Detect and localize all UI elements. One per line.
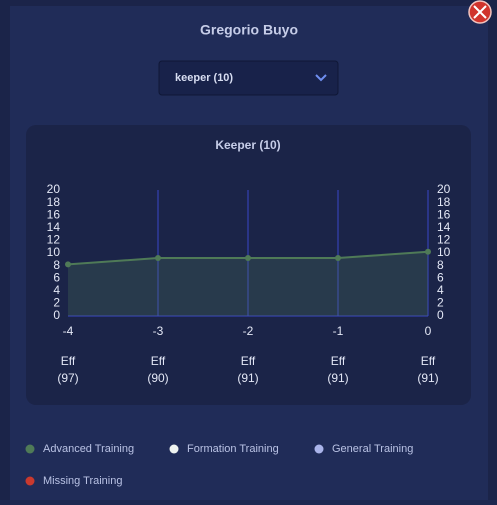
plot: -4 -3 -2 -1 00246810121416182002468101214161…	[47, 182, 451, 385]
y-tick-label: 0	[53, 308, 60, 322]
x-tick-label: -2	[243, 324, 254, 338]
eff-value: (97)	[57, 371, 78, 385]
x-tick-label: -1	[333, 324, 344, 338]
eff-label: Eff	[61, 354, 76, 368]
eff-value: (91)	[417, 371, 438, 385]
y-tick-label: 8	[53, 258, 60, 272]
y2-tick-label: 16	[437, 207, 451, 221]
legend-label: General Training	[332, 443, 413, 455]
y2-tick-label: 4	[437, 283, 444, 297]
legend: Advanced Training Formation Training Gener…	[25, 443, 413, 487]
point	[65, 261, 71, 268]
player-name: Gregorio Buyo	[200, 22, 298, 38]
y-tick-label: 14	[47, 220, 61, 234]
legend-label: Missing Training	[43, 475, 122, 487]
dropdown-box[interactable]	[158, 60, 339, 96]
eff-label: Eff	[241, 354, 256, 368]
legend-swatch	[25, 476, 35, 486]
legend-label: Advanced Training	[43, 443, 134, 455]
y-tick-label: 16	[47, 207, 61, 221]
y2-tick-label: 6	[437, 270, 444, 284]
y2-tick-label: 14	[437, 220, 451, 234]
x-tick-label: -4	[63, 324, 74, 338]
y-tick-label: 6	[53, 270, 60, 284]
point	[245, 255, 251, 262]
y-tick-label: 20	[47, 182, 61, 196]
close-button[interactable]	[468, 0, 492, 24]
y2-tick-label: 0	[437, 308, 444, 322]
y-tick-label: 2	[53, 296, 60, 310]
eff-value: (91)	[327, 371, 348, 385]
point	[425, 248, 431, 255]
legend-swatch	[169, 444, 179, 454]
y2-tick-label: 12	[437, 233, 451, 247]
legend-swatch	[314, 444, 324, 454]
y2-tick-label: 2	[437, 296, 444, 310]
close-icon[interactable]	[473, 5, 487, 19]
eff-value: (90)	[147, 371, 168, 385]
y2-tick-label: 8	[437, 258, 444, 272]
y2-tick-label: 10	[437, 245, 451, 259]
dropdown-chevron[interactable]	[315, 74, 327, 82]
eff-label: Eff	[421, 354, 436, 368]
y2-tick-label: 18	[437, 195, 451, 209]
eff-value: (91)	[237, 371, 258, 385]
point	[335, 255, 341, 262]
eff-label: Eff	[331, 354, 346, 368]
y2-tick-label: 20	[437, 182, 451, 196]
x-tick-label: 0	[425, 324, 432, 338]
y-tick-label: 10	[47, 245, 61, 259]
x-tick-label: -3	[153, 324, 164, 338]
y-tick-label: 18	[47, 195, 61, 209]
chart-title: Keeper (10)	[215, 138, 280, 152]
dropdown[interactable]: keeper (10)	[158, 60, 339, 96]
eff-label: Eff	[151, 354, 166, 368]
dropdown-value[interactable]: keeper (10)	[175, 72, 233, 84]
legend-label: Formation Training	[187, 443, 279, 455]
y-tick-label: 12	[47, 233, 61, 247]
legend-swatch	[25, 444, 35, 454]
area	[68, 251, 428, 316]
y-tick-label: 4	[53, 283, 60, 297]
point	[155, 255, 161, 262]
